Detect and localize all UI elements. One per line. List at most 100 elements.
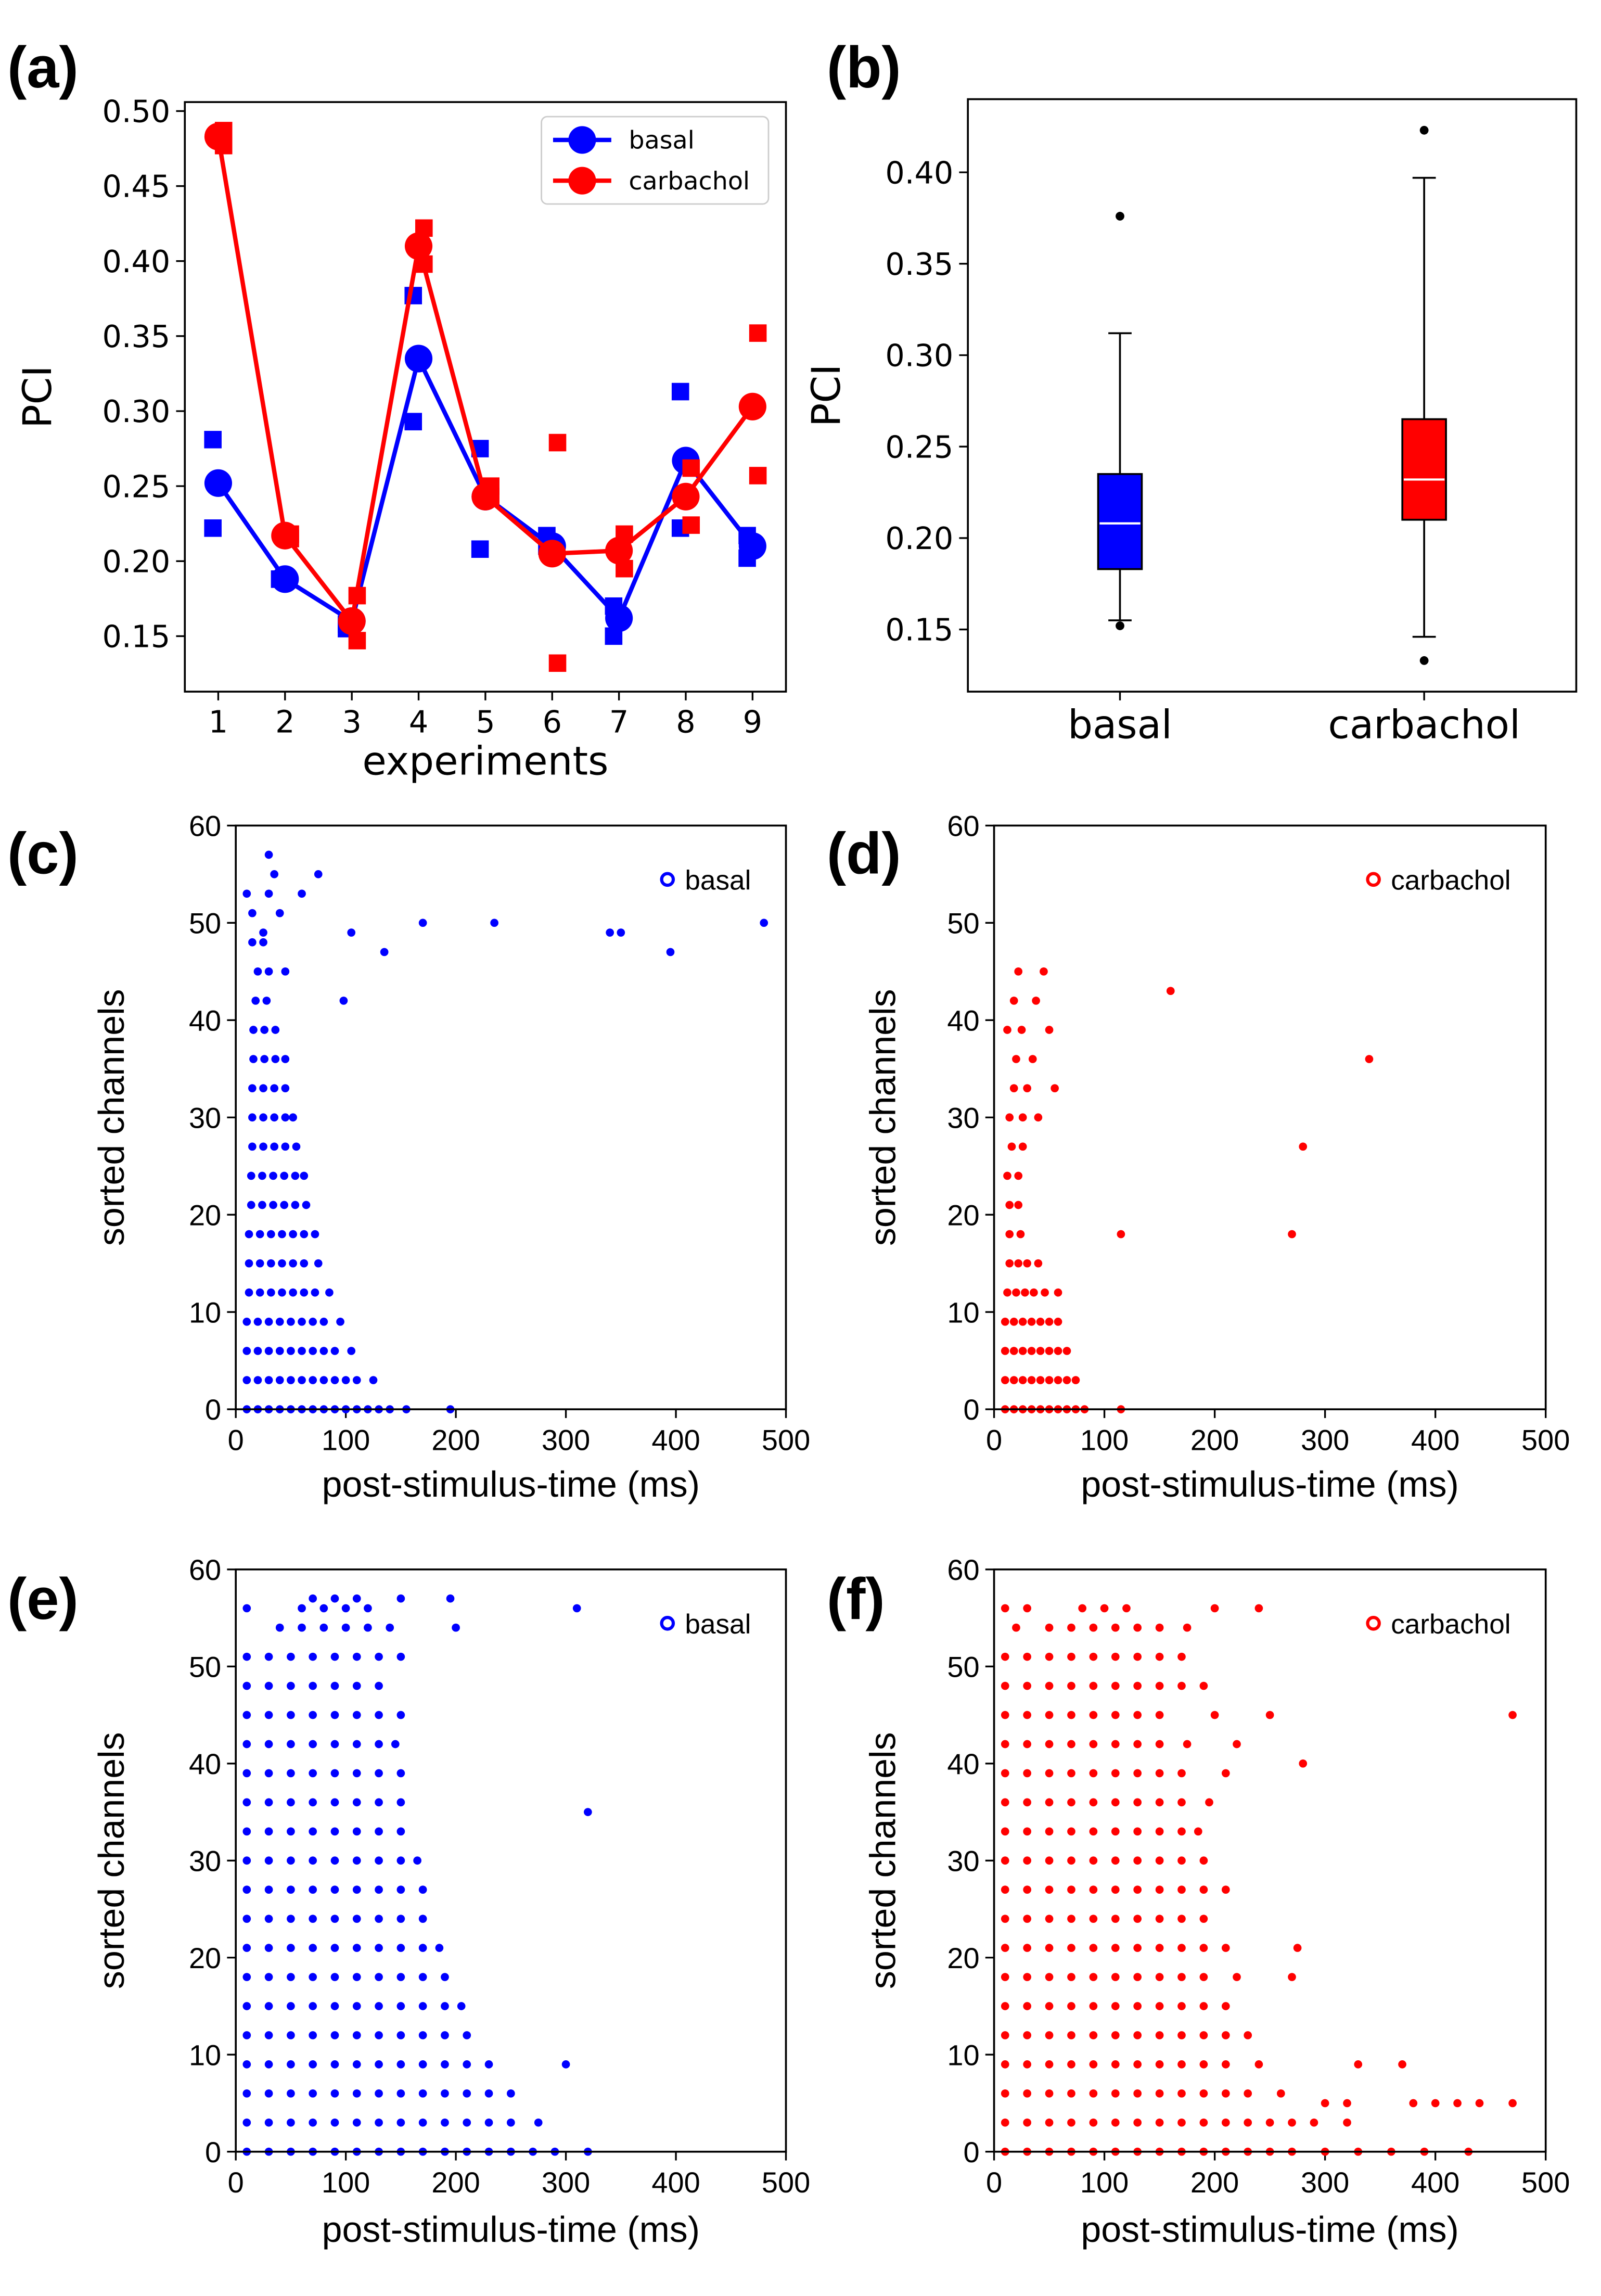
- spike: [1233, 1973, 1241, 1981]
- spike: [245, 1230, 253, 1239]
- spike: [1032, 997, 1040, 1005]
- spike: [1089, 1652, 1098, 1661]
- spike: [1071, 1376, 1080, 1384]
- spike: [1155, 2031, 1164, 2039]
- spike: [396, 1856, 405, 1865]
- spike: [1001, 1347, 1009, 1355]
- spike: [255, 1230, 264, 1239]
- spike: [1036, 1376, 1045, 1384]
- spike: [1067, 2089, 1075, 2098]
- sample-square: [548, 433, 567, 452]
- spike: [1001, 1711, 1009, 1719]
- spike: [298, 1623, 306, 1632]
- spike: [1089, 2118, 1098, 2127]
- spike: [1041, 1288, 1049, 1297]
- spike: [330, 1885, 339, 1894]
- y-tick-label: 50: [947, 907, 979, 939]
- outlier: [1116, 212, 1124, 221]
- spike: [264, 1944, 273, 1952]
- spike: [1018, 1113, 1027, 1122]
- spike: [309, 2060, 317, 2069]
- mean-marker: [605, 604, 633, 632]
- spike: [275, 1623, 284, 1632]
- spike: [1023, 2031, 1031, 2039]
- spike: [1177, 1827, 1186, 1836]
- spike: [375, 2002, 383, 2010]
- spike: [1155, 1798, 1164, 1807]
- spike: [1014, 967, 1023, 976]
- spike: [396, 1885, 405, 1894]
- spike: [1089, 1769, 1098, 1778]
- spike: [1045, 2002, 1054, 2010]
- spike: [606, 928, 614, 937]
- spike: [287, 1827, 295, 1836]
- spike: [247, 1171, 255, 1180]
- spike: [1054, 1318, 1062, 1326]
- spike: [1508, 1711, 1517, 1719]
- spike: [1045, 1885, 1054, 1894]
- spike: [1111, 1652, 1120, 1661]
- spike: [1221, 2060, 1230, 2069]
- spike: [1365, 1055, 1374, 1063]
- x-tick-label: 100: [322, 1423, 370, 1456]
- spike: [269, 1171, 277, 1180]
- spike: [1089, 1827, 1098, 1836]
- spike: [287, 1711, 295, 1719]
- spike: [264, 1856, 273, 1865]
- spike: [242, 2002, 251, 2010]
- spike: [1133, 1798, 1142, 1807]
- spike: [1045, 1318, 1054, 1326]
- spike: [1299, 1759, 1308, 1768]
- spike: [311, 1230, 319, 1239]
- spike: [352, 1827, 361, 1836]
- spike: [352, 1769, 361, 1778]
- y-tick-label: 30: [947, 1101, 979, 1134]
- spike: [1023, 2060, 1031, 2069]
- spike: [1045, 2060, 1054, 2069]
- spike: [242, 1973, 251, 1981]
- spike: [1009, 997, 1018, 1005]
- spike: [1111, 1944, 1120, 1952]
- spike: [396, 2089, 405, 2098]
- spike: [1045, 1681, 1054, 1690]
- spike: [452, 1623, 460, 1632]
- spike: [418, 1944, 427, 1952]
- spike: [1005, 1201, 1014, 1209]
- panel-label: (c): [7, 821, 79, 886]
- x-tick-label: 200: [431, 2166, 480, 2199]
- spike: [1199, 2002, 1208, 2010]
- spike: [396, 1944, 405, 1952]
- spike: [418, 2031, 427, 2039]
- spike: [1155, 1769, 1164, 1778]
- spike: [1155, 1973, 1164, 1981]
- spike: [262, 997, 271, 1005]
- x-tick-label: 500: [762, 1423, 810, 1456]
- spike: [242, 1885, 251, 1894]
- spike: [1067, 1769, 1075, 1778]
- spike: [264, 1915, 273, 1923]
- spike: [1001, 2002, 1009, 2010]
- legend-marker: [568, 167, 596, 195]
- spike: [1027, 1376, 1036, 1384]
- spike: [1023, 1973, 1031, 1981]
- spike: [330, 1915, 339, 1923]
- spike: [1210, 1604, 1219, 1613]
- spike: [484, 2089, 493, 2098]
- sample-square: [749, 467, 767, 484]
- spike: [1045, 1856, 1054, 1865]
- x-tick-label: 500: [1521, 2166, 1570, 2199]
- spike: [309, 1711, 317, 1719]
- panel-label: (d): [827, 821, 901, 886]
- spike: [264, 2118, 273, 2127]
- spike: [1177, 1652, 1186, 1661]
- x-tick-label: 2: [275, 704, 294, 739]
- spike: [330, 1594, 339, 1603]
- spike: [289, 1230, 297, 1239]
- spike: [242, 1915, 251, 1923]
- spike: [253, 1376, 262, 1384]
- spike: [287, 1740, 295, 1749]
- spike: [287, 1856, 295, 1865]
- spike: [1133, 1827, 1142, 1836]
- spike: [1177, 1973, 1186, 1981]
- spike: [1133, 2031, 1142, 2039]
